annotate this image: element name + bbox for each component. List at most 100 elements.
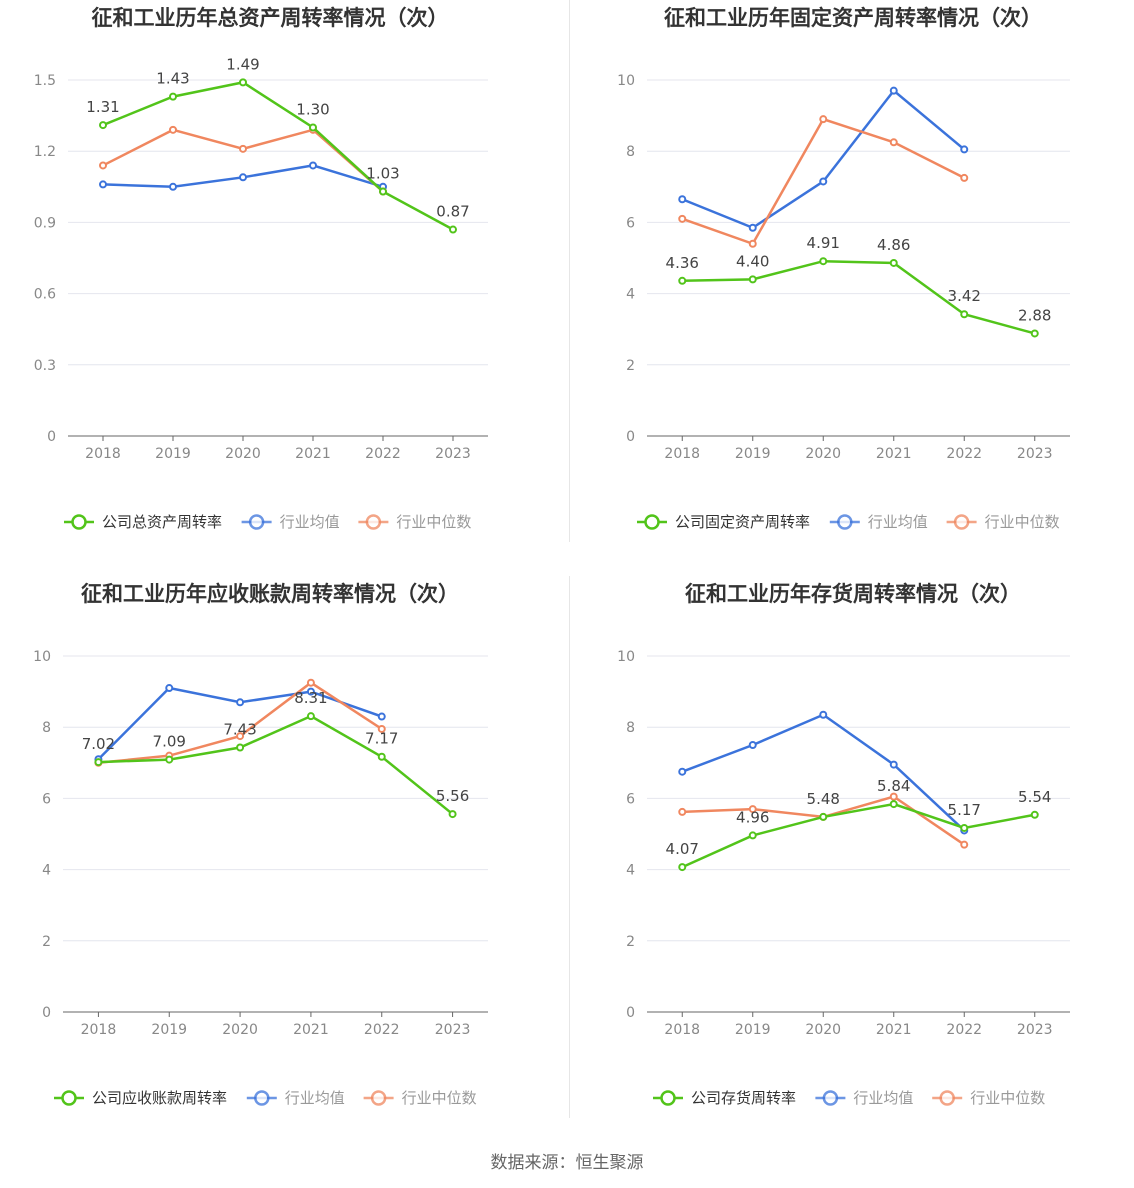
x-tick-label: 2023 (1017, 446, 1053, 462)
chart-svg: 征和工业历年存货周转率情况（次） 0 2 4 6 8 10 2018 2019 2020 2021 2… (617, 582, 1070, 1107)
x-tick-label: 2018 (85, 446, 121, 462)
data-label: 4.36 (666, 254, 699, 272)
series-line-company (98, 714, 454, 816)
data-point-median (377, 724, 386, 733)
x-tick-label: 2022 (365, 446, 401, 462)
data-label: 1.49 (226, 55, 259, 73)
data-label: 0.87 (436, 203, 469, 221)
data-point-avg (819, 177, 828, 186)
legend-label: 行业均值 (280, 513, 340, 531)
data-point-median (99, 161, 107, 170)
data-point-company (1030, 329, 1039, 338)
chart-panel-inventory: 征和工业历年存货周转率情况（次） 0 2 4 6 8 10 2018 2019 2020 2021 2… (567, 576, 1134, 1152)
data-point-company (960, 823, 969, 832)
y-tick-label: 6 (626, 215, 635, 231)
y-tick-label: 4 (626, 863, 635, 879)
data-label: 4.96 (736, 808, 769, 826)
data-label: 4.40 (736, 252, 769, 270)
data-point-company (94, 758, 103, 767)
chart-svg: 征和工业历年固定资产周转率情况（次） 0 2 4 6 8 10 2018 2019 2020 202… (617, 6, 1070, 531)
y-tick-label: 0.3 (34, 358, 56, 374)
y-tick-label: 8 (42, 720, 51, 736)
x-tick-label: 2019 (735, 1022, 771, 1038)
data-point-avg (169, 182, 177, 191)
y-tick-label: 2 (42, 934, 51, 950)
data-point-avg (748, 741, 757, 749)
data-label: 7.09 (153, 733, 186, 751)
y-tick-label: 4 (42, 863, 51, 879)
data-label: 5.48 (807, 790, 840, 808)
divider-top (569, 0, 570, 542)
y-tick-label: 0 (42, 1005, 51, 1021)
legend-marker (370, 1090, 387, 1106)
legend-marker (939, 1090, 955, 1106)
chart-title: 征和工业历年总资产周转率情况（次） (92, 6, 449, 30)
data-point-company (1030, 810, 1039, 819)
chart-title: 征和工业历年固定资产周转率情况（次） (664, 6, 1042, 30)
data-point-company (99, 121, 107, 130)
legend-marker (822, 1090, 839, 1106)
x-tick-label: 2019 (151, 1022, 187, 1038)
chart-title: 征和工业历年应收账款周转率情况（次） (81, 582, 459, 606)
divider-bottom (569, 576, 570, 1118)
data-label: 5.56 (436, 787, 469, 805)
x-tick-label: 2023 (435, 1022, 471, 1038)
y-tick-label: 8 (626, 144, 635, 160)
data-point-company (309, 123, 317, 132)
series-line-company (681, 802, 1035, 869)
legend-marker (837, 514, 853, 530)
data-point-avg (377, 712, 386, 721)
data-point-company (889, 800, 898, 809)
chart-title: 征和工业历年存货周转率情况（次） (685, 582, 1021, 606)
x-tick-label: 2020 (222, 1022, 258, 1038)
chart-svg: 征和工业历年应收账款周转率情况（次） 0 2 4 6 8 10 2018 2019 2020 202… (33, 582, 488, 1107)
chart-panel-receivables: 征和工业历年应收账款周转率情况（次） 0 2 4 6 8 10 2018 2019 2020 202… (0, 576, 567, 1152)
data-point-avg (889, 86, 898, 95)
data-label: 5.54 (1018, 788, 1051, 806)
chart-panel-fixed-assets: 征和工业历年固定资产周转率情况（次） 0 2 4 6 8 10 2018 2019 2020 202… (567, 0, 1134, 576)
data-point-company (169, 92, 177, 101)
legend-marker (248, 514, 265, 530)
y-tick-label: 2 (626, 934, 635, 950)
legend-label: 公司存货周转率 (691, 1089, 796, 1107)
x-tick-label: 2018 (664, 1022, 700, 1038)
chart-panel-total-assets: 征和工业历年总资产周转率情况（次） 0 0.3 0.6 0.9 1.2 1.5 2018 201… (0, 0, 567, 576)
data-label: 7.02 (82, 735, 115, 753)
data-label: 7.17 (365, 730, 398, 748)
data-point-median (236, 732, 245, 741)
y-tick-label: 10 (617, 73, 635, 89)
x-tick-label: 2022 (946, 1022, 982, 1038)
data-label: 7.43 (223, 720, 256, 738)
x-tick-label: 2020 (805, 1022, 841, 1038)
x-tick-label: 2019 (155, 446, 191, 462)
legend-label: 行业中位数 (402, 1089, 477, 1107)
data-label: 1.31 (86, 98, 119, 116)
data-point-company (889, 258, 898, 267)
data-source: 数据来源：恒生聚源 (490, 1153, 644, 1173)
data-point-avg (239, 173, 247, 182)
x-tick-label: 2018 (81, 1022, 117, 1038)
x-tick-label: 2023 (435, 446, 471, 462)
data-point-company (748, 831, 757, 840)
data-point-avg (889, 760, 898, 769)
data-label: 2.88 (1018, 306, 1051, 324)
y-tick-label: 2 (626, 358, 635, 374)
data-label: 4.86 (877, 236, 910, 254)
legend-marker (953, 514, 970, 530)
data-point-avg (306, 687, 315, 696)
data-point-company (377, 752, 386, 761)
data-point-median (819, 115, 828, 124)
x-tick-label: 2023 (1017, 1022, 1053, 1038)
data-point-median (306, 678, 315, 687)
data-point-median (748, 239, 757, 248)
legend-label: 公司总资产周转率 (102, 513, 222, 531)
data-point-company (819, 812, 828, 821)
x-tick-label: 2021 (295, 446, 331, 462)
data-point-company (449, 225, 457, 234)
y-tick-label: 0.9 (34, 215, 56, 231)
chart-svg: 征和工业历年总资产周转率情况（次） 0 0.3 0.6 0.9 1.2 1.5 2018 201… (34, 6, 488, 531)
data-point-median (889, 792, 898, 801)
series-line-company (102, 81, 454, 231)
data-label: 1.03 (366, 165, 399, 183)
legend-marker (71, 514, 87, 530)
